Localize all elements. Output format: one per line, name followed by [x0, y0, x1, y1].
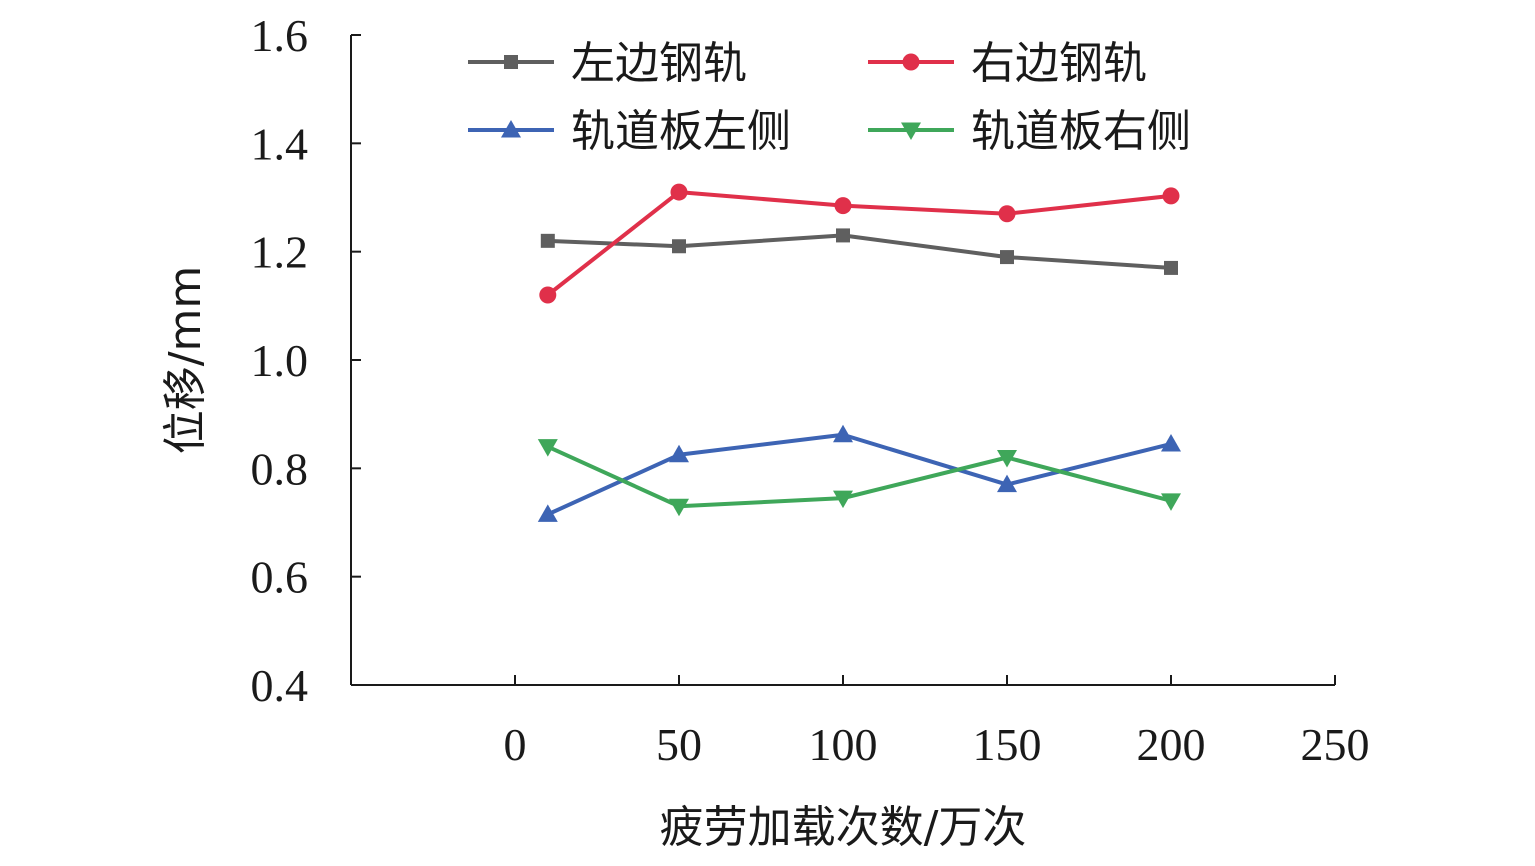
- legend-item-4: 轨道板右侧: [868, 106, 1191, 157]
- x-tick-label: 250: [1301, 719, 1370, 770]
- data-point-triangle-down: [901, 122, 921, 140]
- legend-item-2: 右边钢轨: [868, 38, 1147, 89]
- data-point-triangle-up: [833, 424, 853, 443]
- data-point-triangle-up: [537, 504, 558, 522]
- data-point-circle: [834, 197, 852, 215]
- series-line: [546, 444, 1172, 509]
- x-axis-title: 疲劳加载次数/万次: [660, 802, 1027, 853]
- data-point-triangle-down: [1161, 493, 1181, 511]
- data-point-triangle-down: [537, 439, 558, 457]
- legend-label: 右边钢轨: [971, 38, 1147, 89]
- data-point-triangle-down: [997, 450, 1017, 468]
- data-point-circle: [670, 183, 688, 201]
- x-tick-label: 0: [504, 719, 527, 770]
- legend-label: 轨道板左侧: [571, 106, 791, 157]
- legend-item-3: 轨道板左侧: [468, 106, 791, 157]
- data-point-triangle-up: [997, 474, 1017, 493]
- data-point-circle: [998, 205, 1016, 223]
- data-point-triangle-down: [669, 498, 689, 517]
- x-tick-label: 200: [1137, 719, 1206, 770]
- data-point-triangle-up: [669, 444, 689, 463]
- x-tick-label: 50: [656, 719, 702, 770]
- data-point-circle: [539, 286, 557, 304]
- y-tick-label: 0.6: [251, 552, 309, 603]
- data-point-square: [1164, 260, 1178, 275]
- series-3: [537, 424, 1181, 522]
- legend-label: 轨道板右侧: [971, 106, 1191, 157]
- x-tick-label: 100: [809, 719, 878, 770]
- data-point-square: [540, 233, 555, 248]
- data-point-square: [1000, 250, 1014, 265]
- y-tick-label: 0.4: [251, 660, 309, 711]
- y-axis-title: 位移/mm: [160, 266, 211, 455]
- data-point-square: [836, 228, 850, 243]
- y-tick-label: 1.4: [251, 118, 309, 169]
- data-point-square: [672, 239, 686, 254]
- y-tick-label: 1.6: [251, 10, 309, 61]
- y-axis-ticks: 0.4 0.6 0.8 1.0 1.2 1.4 1.6: [251, 10, 361, 711]
- y-tick-label: 1.2: [251, 227, 309, 278]
- x-tick-label: 150: [973, 719, 1042, 770]
- y-tick-label: 0.8: [251, 443, 309, 494]
- y-tick-label: 1.0: [251, 335, 309, 386]
- data-point-triangle-up: [501, 120, 521, 138]
- legend-item-1: 左边钢轨: [468, 38, 747, 89]
- data-point-triangle-down: [833, 490, 853, 509]
- series-line: [547, 233, 1172, 270]
- legend-label: 左边钢轨: [571, 38, 747, 89]
- series-2: [539, 183, 1180, 304]
- series-1: [540, 228, 1178, 275]
- data-point-circle: [902, 53, 920, 71]
- series-4: [537, 439, 1181, 517]
- plot-area: [537, 183, 1181, 522]
- data-point-triangle-up: [1161, 433, 1181, 452]
- data-point-square: [504, 55, 518, 69]
- x-axis-ticks: 0 50 100 150 200 250: [504, 675, 1370, 770]
- data-point-circle: [1162, 187, 1180, 205]
